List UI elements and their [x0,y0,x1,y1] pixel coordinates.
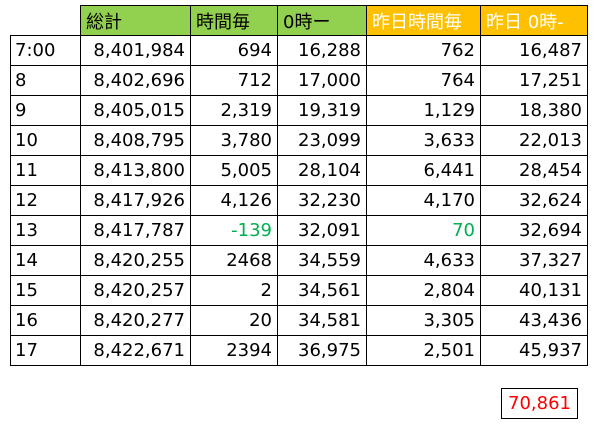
yesterday-hourly-cell: 6,441 [366,155,481,186]
time-cell: 9 [10,95,81,126]
header-row: 総計 時間毎 0時ー 昨日時間毎 昨日 0時- [11,5,588,36]
time-cell: 16 [10,305,81,336]
header-since-midnight: 0時ー [277,5,367,36]
total-cell: 8,405,015 [80,95,191,126]
time-cell: 11 [10,155,81,186]
hourly-cell: 2468 [190,245,278,276]
since-midnight-cell: 28,104 [277,155,367,186]
table-row: 16 8,420,277 20 34,581 3,305 43,436 [10,305,588,336]
time-cell: 14 [10,245,81,276]
hourly-cell: 20 [190,305,278,336]
total-cell: 8,422,671 [80,335,191,366]
since-midnight-cell: 34,559 [277,245,367,276]
yesterday-hourly-cell: 4,633 [366,245,481,276]
hourly-cell: 2 [190,275,278,306]
total-value-box: 70,861 [501,388,578,419]
total-cell: 8,420,255 [80,245,191,276]
total-cell: 8,401,984 [80,35,191,66]
time-cell: 17 [10,335,81,366]
since-midnight-cell: 34,581 [277,305,367,336]
time-cell: 8 [10,65,81,96]
hourly-cell: 2,319 [190,95,278,126]
yesterday-hourly-cell: 4,170 [366,185,481,216]
hourly-cell: 712 [190,65,278,96]
since-midnight-cell: 23,099 [277,125,367,156]
yesterday-since-midnight-cell: 17,251 [480,65,588,96]
time-cell: 7:00 [10,35,81,66]
total-cell: 8,408,795 [80,125,191,156]
corner-cell [11,6,81,36]
hourly-count-table: 総計 時間毎 0時ー 昨日時間毎 昨日 0時- 7:00 8,401,984 694… [10,5,588,366]
hourly-cell: 2394 [190,335,278,366]
time-cell: 12 [10,185,81,216]
yesterday-since-midnight-cell: 16,487 [480,35,588,66]
hourly-cell: 694 [190,35,278,66]
table-row: 12 8,417,926 4,126 32,230 4,170 32,624 [10,185,588,216]
total-cell: 8,420,277 [80,305,191,336]
yesterday-hourly-cell: 2,804 [366,275,481,306]
total-cell: 8,420,257 [80,275,191,306]
hourly-cell: 4,126 [190,185,278,216]
yesterday-since-midnight-cell: 43,436 [480,305,588,336]
header-yesterday-since-midnight: 昨日 0時- [480,5,588,36]
since-midnight-cell: 16,288 [277,35,367,66]
yesterday-since-midnight-cell: 28,454 [480,155,588,186]
header-yesterday-hourly: 昨日時間毎 [366,5,481,36]
table-row: 17 8,422,671 2394 36,975 2,501 45,937 [10,335,588,366]
yesterday-since-midnight-cell: 18,380 [480,95,588,126]
table-row: 13 8,417,787 -139 32,091 70 32,694 [10,215,588,246]
table-row: 7:00 8,401,984 694 16,288 762 16,487 [10,35,588,66]
yesterday-since-midnight-cell: 45,937 [480,335,588,366]
table-row: 11 8,413,800 5,005 28,104 6,441 28,454 [10,155,588,186]
yesterday-since-midnight-cell: 37,327 [480,245,588,276]
hourly-cell: -139 [190,215,278,246]
time-cell: 13 [10,215,81,246]
yesterday-hourly-cell: 70 [366,215,481,246]
hourly-cell: 3,780 [190,125,278,156]
since-midnight-cell: 19,319 [277,95,367,126]
yesterday-hourly-cell: 3,305 [366,305,481,336]
yesterday-hourly-cell: 3,633 [366,125,481,156]
yesterday-since-midnight-cell: 32,624 [480,185,588,216]
yesterday-since-midnight-cell: 40,131 [480,275,588,306]
total-cell: 8,413,800 [80,155,191,186]
header-hourly: 時間毎 [190,5,278,36]
since-midnight-cell: 32,091 [277,215,367,246]
header-total: 総計 [80,5,191,36]
since-midnight-cell: 34,561 [277,275,367,306]
total-cell: 8,402,696 [80,65,191,96]
since-midnight-cell: 17,000 [277,65,367,96]
table-row: 14 8,420,255 2468 34,559 4,633 37,327 [10,245,588,276]
table-row: 10 8,408,795 3,780 23,099 3,633 22,013 [10,125,588,156]
yesterday-hourly-cell: 762 [366,35,481,66]
table-row: 15 8,420,257 2 34,561 2,804 40,131 [10,275,588,306]
table-row: 9 8,405,015 2,319 19,319 1,129 18,380 [10,95,588,126]
table-row: 8 8,402,696 712 17,000 764 17,251 [10,65,588,96]
since-midnight-cell: 32,230 [277,185,367,216]
time-cell: 15 [10,275,81,306]
since-midnight-cell: 36,975 [277,335,367,366]
yesterday-hourly-cell: 1,129 [366,95,481,126]
yesterday-since-midnight-cell: 32,694 [480,215,588,246]
yesterday-hourly-cell: 2,501 [366,335,481,366]
yesterday-since-midnight-cell: 22,013 [480,125,588,156]
yesterday-hourly-cell: 764 [366,65,481,96]
time-cell: 10 [10,125,81,156]
total-cell: 8,417,926 [80,185,191,216]
total-cell: 8,417,787 [80,215,191,246]
hourly-cell: 5,005 [190,155,278,186]
